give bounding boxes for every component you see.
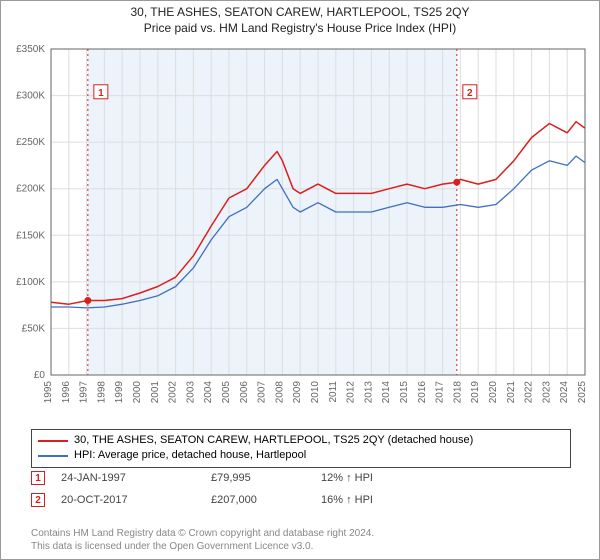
svg-text:2024: 2024 <box>559 381 570 404</box>
footer-attribution: Contains HM Land Registry data © Crown c… <box>31 527 374 553</box>
svg-text:2003: 2003 <box>185 381 196 404</box>
sale-price: £79,995 <box>211 472 321 484</box>
svg-text:£100K: £100K <box>16 277 45 288</box>
svg-text:1997: 1997 <box>79 381 90 404</box>
svg-text:£250K: £250K <box>16 137 45 148</box>
legend-item: 30, THE ASHES, SEATON CAREW, HARTLEPOOL,… <box>38 433 564 448</box>
sale-pct-vs-hpi: 16% ↑ HPI <box>321 494 431 506</box>
svg-text:2013: 2013 <box>363 381 374 404</box>
svg-text:1996: 1996 <box>61 381 72 404</box>
svg-text:2015: 2015 <box>399 381 410 404</box>
legend-swatch <box>38 455 68 457</box>
svg-text:2004: 2004 <box>203 381 214 404</box>
svg-text:2009: 2009 <box>292 381 303 404</box>
svg-text:£50K: £50K <box>22 323 46 334</box>
svg-text:2007: 2007 <box>257 381 268 404</box>
svg-text:2008: 2008 <box>274 381 285 404</box>
svg-text:2021: 2021 <box>506 381 517 404</box>
footer-line2: This data is licensed under the Open Gov… <box>31 540 374 553</box>
chart-titles: 30, THE ASHES, SEATON CAREW, HARTLEPOOL,… <box>1 1 599 35</box>
chart-area: £0 £50K £100K £150K £200K £250K £300K £350K 1995… <box>9 43 593 423</box>
footer-line1: Contains HM Land Registry data © Crown c… <box>31 527 374 540</box>
legend-swatch <box>38 440 68 442</box>
title-address: 30, THE ASHES, SEATON CAREW, HARTLEPOOL,… <box>1 5 599 19</box>
title-subtitle: Price paid vs. HM Land Registry's House … <box>1 21 599 35</box>
svg-text:2011: 2011 <box>328 381 339 403</box>
svg-text:2012: 2012 <box>346 381 357 404</box>
sale-pct-vs-hpi: 12% ↑ HPI <box>321 472 431 484</box>
svg-text:2020: 2020 <box>488 381 499 404</box>
sale-price: £207,000 <box>211 494 321 506</box>
svg-text:2002: 2002 <box>168 381 179 404</box>
sale-marker: 1 <box>31 471 45 485</box>
sales-row: 2 20-OCT-2017£207,00016% ↑ HPI <box>31 489 571 511</box>
svg-text:2: 2 <box>467 88 473 99</box>
svg-text:2025: 2025 <box>577 381 588 404</box>
legend-label: HPI: Average price, detached house, Hart… <box>74 448 306 463</box>
svg-text:£150K: £150K <box>16 230 45 241</box>
svg-text:2016: 2016 <box>417 381 428 404</box>
svg-text:£0: £0 <box>34 370 46 381</box>
svg-text:£300K: £300K <box>16 91 45 102</box>
legend-label: 30, THE ASHES, SEATON CAREW, HARTLEPOOL,… <box>74 433 473 448</box>
svg-text:2018: 2018 <box>452 381 463 404</box>
svg-text:2010: 2010 <box>310 381 321 404</box>
svg-text:£350K: £350K <box>16 44 45 55</box>
sales-row: 1 24-JAN-1997£79,99512% ↑ HPI <box>31 467 571 489</box>
svg-text:2019: 2019 <box>470 381 481 404</box>
svg-text:2023: 2023 <box>541 381 552 404</box>
line-chart-svg: £0 £50K £100K £150K £200K £250K £300K £350K 1995… <box>9 43 593 423</box>
legend-item: HPI: Average price, detached house, Hart… <box>38 448 564 463</box>
sale-date: 20-OCT-2017 <box>61 494 211 506</box>
svg-text:1998: 1998 <box>96 381 107 404</box>
svg-text:1: 1 <box>98 88 104 99</box>
sale-marker: 2 <box>31 493 45 507</box>
svg-text:2000: 2000 <box>132 381 143 404</box>
svg-text:£200K: £200K <box>16 184 45 195</box>
svg-text:1999: 1999 <box>114 381 125 404</box>
svg-text:2017: 2017 <box>435 381 446 404</box>
svg-text:2006: 2006 <box>239 381 250 404</box>
sales-table: 1 24-JAN-1997£79,99512% ↑ HPI 2 20-OCT-2017… <box>31 467 571 511</box>
svg-text:1995: 1995 <box>43 381 54 404</box>
svg-text:2022: 2022 <box>524 381 535 404</box>
svg-text:2001: 2001 <box>150 381 161 404</box>
legend: 30, THE ASHES, SEATON CAREW, HARTLEPOOL,… <box>31 429 571 468</box>
svg-text:2014: 2014 <box>381 381 392 404</box>
sale-date: 24-JAN-1997 <box>61 472 211 484</box>
svg-text:2005: 2005 <box>221 381 232 404</box>
